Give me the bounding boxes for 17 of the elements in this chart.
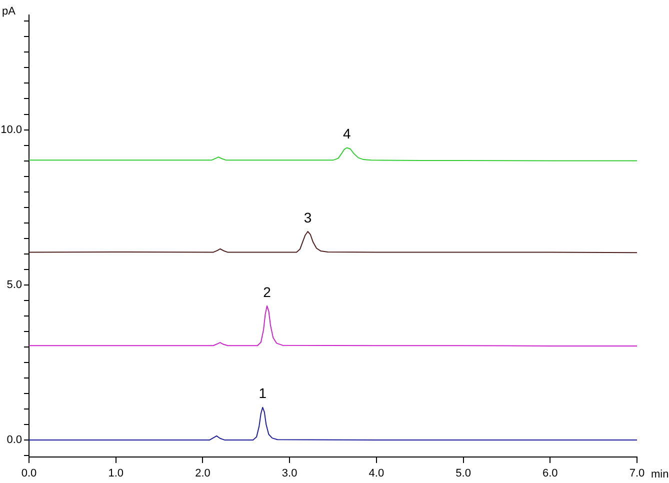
x-tick-label: 2.0 xyxy=(195,468,210,480)
x-tick-label: 0.0 xyxy=(21,468,37,480)
annotation: 3 xyxy=(304,209,312,226)
y-tick-label: 10.0 xyxy=(0,124,22,136)
x-tick-label: 7.0 xyxy=(629,468,645,480)
x-tick-label: 4.0 xyxy=(368,468,384,480)
x-tick-label: 1.0 xyxy=(108,468,124,480)
y-axis-title: pA xyxy=(2,6,16,18)
x-tick-label: 3.0 xyxy=(282,468,298,480)
x-tick-label: 6.0 xyxy=(542,468,558,480)
annotation: 2 xyxy=(263,284,272,300)
annotation: 4 xyxy=(343,126,351,142)
annotation: 1 xyxy=(258,385,267,402)
y-tick-label: 0.0 xyxy=(6,434,22,446)
y-tick-label: 5.0 xyxy=(6,278,22,291)
x-axis-title: min xyxy=(651,468,669,481)
x-tick-label: 5.0 xyxy=(456,468,471,480)
